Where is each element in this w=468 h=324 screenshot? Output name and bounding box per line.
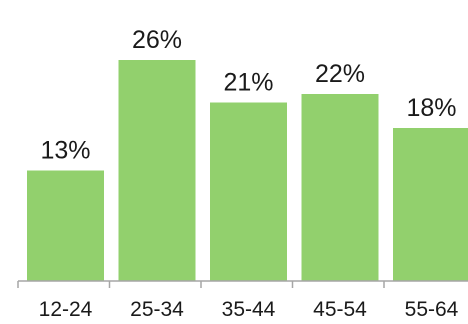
tick-label-45-54: 45-54 xyxy=(313,298,367,321)
tick-label-35-44: 35-44 xyxy=(222,298,276,321)
value-label-35-44: 21% xyxy=(223,69,273,97)
x-axis-ticks-group xyxy=(17,281,385,288)
value-label-25-34: 26% xyxy=(132,26,182,54)
value-label-12-24: 13% xyxy=(40,137,90,165)
value-labels-group: 13% 26% 21% 22% 18% xyxy=(40,26,456,165)
bar-25-34 xyxy=(118,60,196,281)
x-axis-tick-labels-group: 12-24 25-34 35-44 45-54 55-64 xyxy=(39,298,459,321)
tick-label-12-24: 12-24 xyxy=(39,298,93,321)
bar-55-64 xyxy=(393,128,468,281)
value-label-45-54: 22% xyxy=(315,60,365,88)
bar-45-54 xyxy=(301,94,379,281)
bar-35-44 xyxy=(210,102,287,281)
tick-label-25-34: 25-34 xyxy=(130,298,184,321)
value-label-55-64: 18% xyxy=(406,94,456,122)
bar-12-24 xyxy=(27,170,104,281)
bars-group xyxy=(27,60,468,281)
tick-label-55-64: 55-64 xyxy=(405,298,459,321)
